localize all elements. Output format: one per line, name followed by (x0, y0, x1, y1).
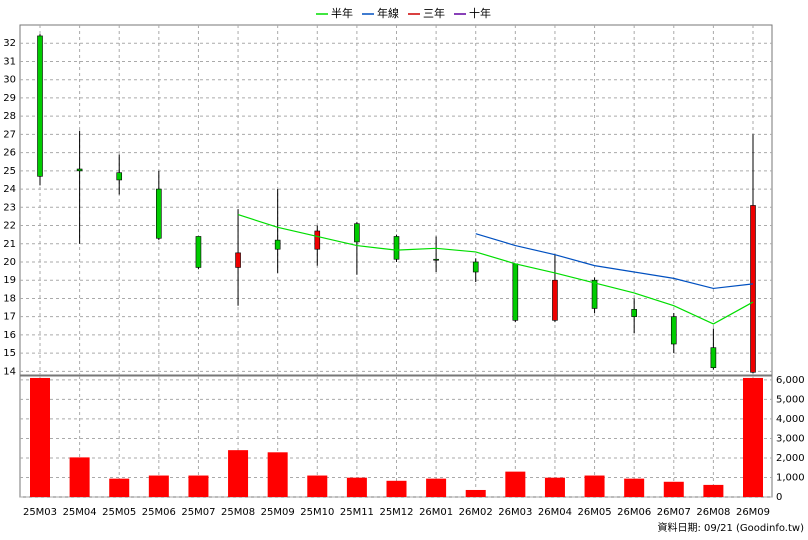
x-tick-label: 25M12 (379, 507, 413, 518)
y2-tick-label: 2,000 (776, 453, 805, 464)
candle-body (393, 236, 400, 260)
y-tick-label: 18 (3, 293, 16, 304)
volume-bar (69, 457, 90, 497)
y-tick-label: 30 (3, 75, 16, 86)
legend-label: 年線 (377, 6, 399, 20)
x-tick-label: 26M09 (736, 507, 770, 518)
x-tick-label: 25M09 (261, 507, 295, 518)
x-tick-label: 25M05 (102, 507, 136, 518)
candle-body (37, 35, 43, 177)
volume-bar (584, 475, 605, 497)
volume-bar (703, 484, 724, 497)
ma-line (237, 214, 754, 325)
y-tick-label: 14 (3, 366, 16, 377)
candle-body (591, 279, 598, 309)
x-tick-label: 26M08 (696, 507, 730, 518)
volume-bar (663, 481, 684, 497)
y2-tick-label: 5,000 (776, 394, 805, 405)
y2-tick-label: 6,000 (776, 375, 805, 386)
volume-bar (228, 450, 249, 497)
x-tick-label: 26M03 (498, 507, 532, 518)
candle-body (631, 309, 637, 317)
volume-bar (109, 478, 130, 497)
y-tick-label: 20 (3, 257, 16, 268)
y2-tick-label: 4,000 (776, 414, 805, 425)
x-tick-label: 26M01 (419, 507, 453, 518)
legend-label: 十年 (469, 6, 491, 20)
candle-body (195, 236, 202, 268)
volume-bar (386, 480, 407, 497)
legend-label: 半年 (331, 6, 353, 20)
x-tick-label: 25M10 (300, 507, 334, 518)
volume-bar (505, 471, 526, 497)
ma-line (475, 233, 754, 290)
candle-body (274, 239, 281, 250)
y2-tick-label: 1,000 (776, 472, 805, 483)
y-tick-label: 15 (3, 348, 16, 359)
x-tick-label: 26M04 (538, 507, 572, 518)
candle-body (314, 230, 321, 250)
candle-body (156, 188, 162, 239)
footer: 資料日期: 09/21 (Goodinfo.tw) (657, 521, 804, 534)
y-tick-label: 29 (3, 93, 16, 104)
y-tick-label: 19 (3, 275, 16, 286)
candle-body (750, 205, 756, 373)
x-tick-label: 26M06 (617, 507, 651, 518)
volume-bar (267, 452, 288, 497)
y-tick-label: 32 (3, 38, 16, 49)
x-tick-label: 25M03 (23, 507, 57, 518)
y-tick-label: 25 (3, 166, 16, 177)
candle-body (670, 316, 677, 345)
y-tick-label: 16 (3, 330, 16, 341)
x-tick-label: 25M04 (63, 507, 97, 518)
y-tick-label: 22 (3, 221, 16, 232)
y2-tick-label: 0 (776, 492, 782, 503)
y-tick-label: 26 (3, 148, 16, 159)
volume-bar (544, 477, 565, 497)
candle-body (472, 261, 479, 273)
y-tick-label: 17 (3, 312, 16, 323)
legend-label: 三年 (423, 6, 445, 20)
candle-body (552, 279, 558, 321)
y-tick-label: 31 (3, 56, 16, 67)
y2-tick-label: 3,000 (776, 433, 805, 444)
volume-bar (346, 477, 367, 497)
candle-body (235, 252, 241, 268)
y-tick-label: 27 (3, 129, 16, 140)
x-tick-label: 26M02 (459, 507, 493, 518)
y-tick-label: 21 (3, 239, 16, 250)
volume-bar (307, 475, 328, 497)
candle-body (710, 347, 717, 369)
candle-body (354, 223, 360, 243)
volume-bar (624, 478, 645, 497)
x-tick-label: 26M05 (578, 507, 612, 518)
candle-body (76, 168, 83, 172)
volume-bar (465, 489, 486, 497)
volume-bar (30, 377, 50, 497)
y-tick-label: 23 (3, 202, 16, 213)
x-tick-label: 26M07 (657, 507, 691, 518)
x-tick-label: 25M07 (181, 507, 215, 518)
x-tick-label: 25M11 (340, 507, 374, 518)
candle-body (512, 263, 519, 321)
y-tick-label: 28 (3, 111, 16, 122)
candle-body (433, 258, 439, 261)
x-tick-label: 25M06 (142, 507, 176, 518)
candle-body (116, 172, 123, 181)
volume-bar (188, 475, 209, 497)
volume-bar (743, 377, 763, 497)
volume-bar (148, 475, 169, 497)
volume-bar (426, 478, 447, 497)
y-tick-label: 24 (3, 184, 16, 195)
x-tick-label: 25M08 (221, 507, 255, 518)
